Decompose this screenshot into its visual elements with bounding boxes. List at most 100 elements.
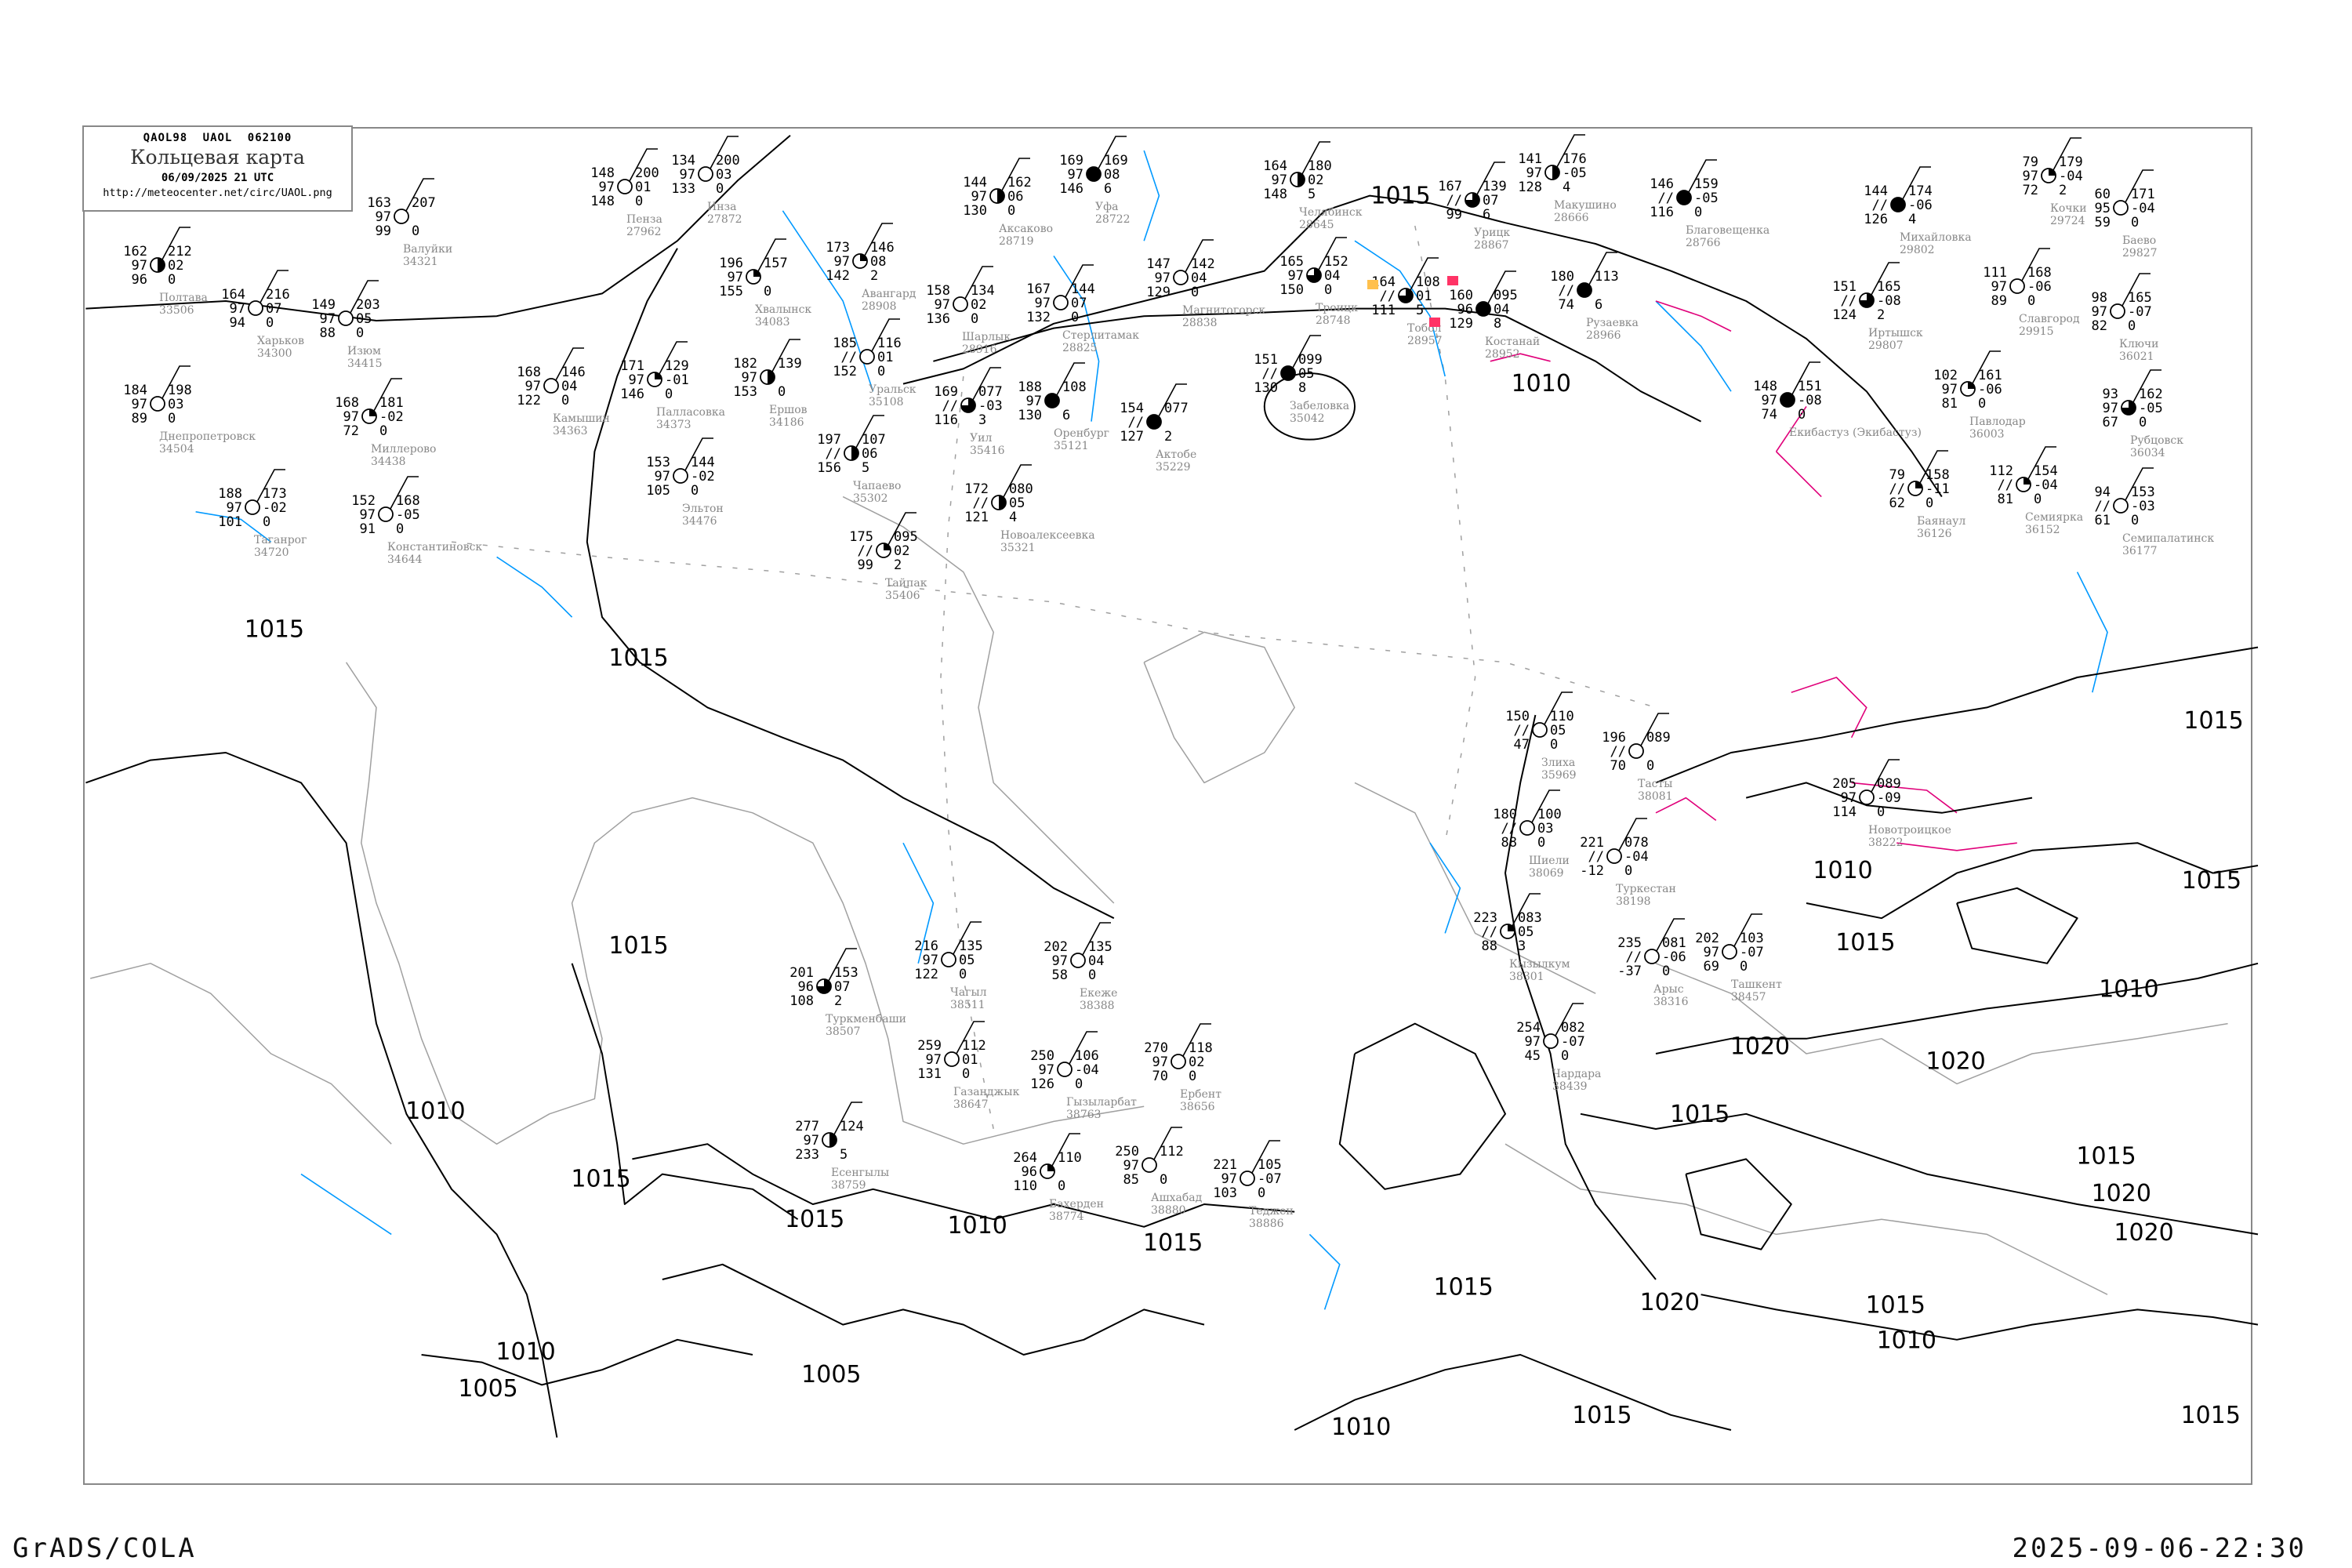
station-value-ml: 97 (1068, 167, 1083, 183)
station-value-tl: 196 (719, 256, 743, 271)
station-value-br: 0 (1258, 1185, 1265, 1201)
station-value-br: 8 (1494, 316, 1501, 332)
cloud-cover-icon (248, 300, 263, 316)
station-name: Палласовка (656, 406, 725, 419)
station-value-br: 0 (716, 181, 724, 197)
station-value-ml: 97 (1221, 1171, 1237, 1187)
station-value-bl: 74 (1559, 297, 1574, 313)
station-value-br: 0 (379, 423, 387, 439)
station-value-tr: 110 (1058, 1150, 1082, 1166)
cloud-cover-icon (1171, 1054, 1186, 1069)
station-value-mr: 07 (1071, 296, 1087, 311)
station-name: Челябинск (1299, 206, 1363, 219)
station-value-mr: -04 (2059, 169, 2083, 184)
cloud-cover-icon (1070, 953, 1086, 968)
station-value-mr: 03 (168, 397, 183, 412)
station-value-br: 0 (764, 284, 771, 299)
station-value-ml: 97 (1026, 394, 1042, 409)
station-value-tl: 168 (517, 365, 541, 380)
station-value-ml: 96 (1457, 302, 1473, 318)
station-name: Баево (2122, 234, 2156, 247)
station-value-mr: 07 (266, 301, 281, 317)
wind-barb-icon (1688, 159, 1717, 193)
cloud-cover-icon (1057, 1062, 1073, 1077)
magenta-contour (1490, 353, 1551, 362)
wind-barb-icon (964, 266, 993, 299)
station-id: 28957 (1407, 335, 1443, 347)
wind-barb-icon (2125, 467, 2154, 501)
station-value-mr: -09 (1877, 790, 1901, 806)
river (2076, 572, 2108, 693)
cloud-cover-icon (1859, 789, 1875, 805)
station-value-mr: 01 (635, 180, 651, 195)
map-frame (83, 127, 2252, 1485)
station-value-br: 0 (1877, 804, 1885, 820)
cloud-cover-icon (1606, 848, 1622, 864)
isobar-label: 1015 (1866, 1292, 1926, 1319)
cloud-cover-fill (768, 370, 775, 384)
station-value-tl: 221 (1580, 835, 1604, 851)
station-value-ml: 97 (1035, 296, 1051, 311)
station-name: Ербент (1180, 1088, 1221, 1101)
station-value-tr: 108 (1416, 274, 1440, 290)
station-value-br: 0 (1550, 737, 1558, 753)
station-value-tr: 134 (971, 283, 995, 299)
isobar-label: 1010 (948, 1212, 1007, 1240)
wind-barb-icon (555, 347, 584, 381)
station-id: 38647 (953, 1098, 989, 1111)
station-value-tr: 100 (1537, 807, 1562, 822)
wind-barb-icon (2125, 169, 2154, 203)
river (902, 842, 935, 964)
cloud-cover-icon (1519, 820, 1535, 836)
river (782, 210, 874, 392)
station-value-tl: 102 (1933, 368, 1958, 383)
station-value-bl: 72 (343, 423, 359, 439)
station-value-br: 0 (971, 311, 978, 327)
station-value-tr: 157 (764, 256, 788, 271)
bulletin-code: QAOL98 UAOL 062100 (143, 132, 292, 144)
station-value-bl: 124 (1832, 307, 1857, 323)
station-value-ml: 97 (1039, 1062, 1054, 1078)
station-id: 35406 (885, 590, 920, 602)
station-name: Гызыларбат (1066, 1096, 1137, 1109)
station-value-tr: 162 (2139, 387, 2163, 402)
river (1053, 255, 1100, 422)
station-value-tl: 158 (926, 283, 950, 299)
station-value-ml: 97 (525, 379, 541, 394)
station-value-tl: 171 (620, 358, 644, 374)
station-value-tl: 182 (733, 356, 757, 372)
cloud-cover-fill (1552, 165, 1559, 180)
isobar-label: 1015 (571, 1165, 630, 1192)
wind-barb-icon (2021, 248, 2050, 281)
station-value-br: 2 (1164, 429, 1172, 445)
station-value-tr: 165 (1877, 279, 1901, 295)
station-value-br: 0 (1537, 835, 1545, 851)
station-value-br: 0 (396, 521, 404, 537)
station-value-tl: 60 (2095, 187, 2111, 202)
cloud-cover-fill (997, 189, 1004, 203)
station-value-ml: 97 (834, 254, 850, 270)
cloud-cover-icon (1142, 1157, 1157, 1173)
station-value-br: 0 (2034, 492, 2042, 507)
station-value-bl: 47 (1514, 737, 1530, 753)
wind-barb-icon (1158, 383, 1187, 417)
station-value-ml: 97 (132, 258, 147, 274)
station-value-bl: 110 (1013, 1178, 1037, 1194)
station-value-mr: -08 (1877, 293, 1901, 309)
wind-barb-icon (1251, 1140, 1280, 1174)
station-id: 29807 (1868, 339, 1904, 352)
station-value-mr: 04 (1324, 268, 1340, 284)
isobar-labels: 1015101510151010101510151010101010051005… (245, 183, 2244, 1442)
cloud-cover-icon (394, 209, 409, 224)
station-value-bl: 116 (1650, 205, 1674, 220)
station-value-tr: 174 (1908, 183, 1933, 199)
